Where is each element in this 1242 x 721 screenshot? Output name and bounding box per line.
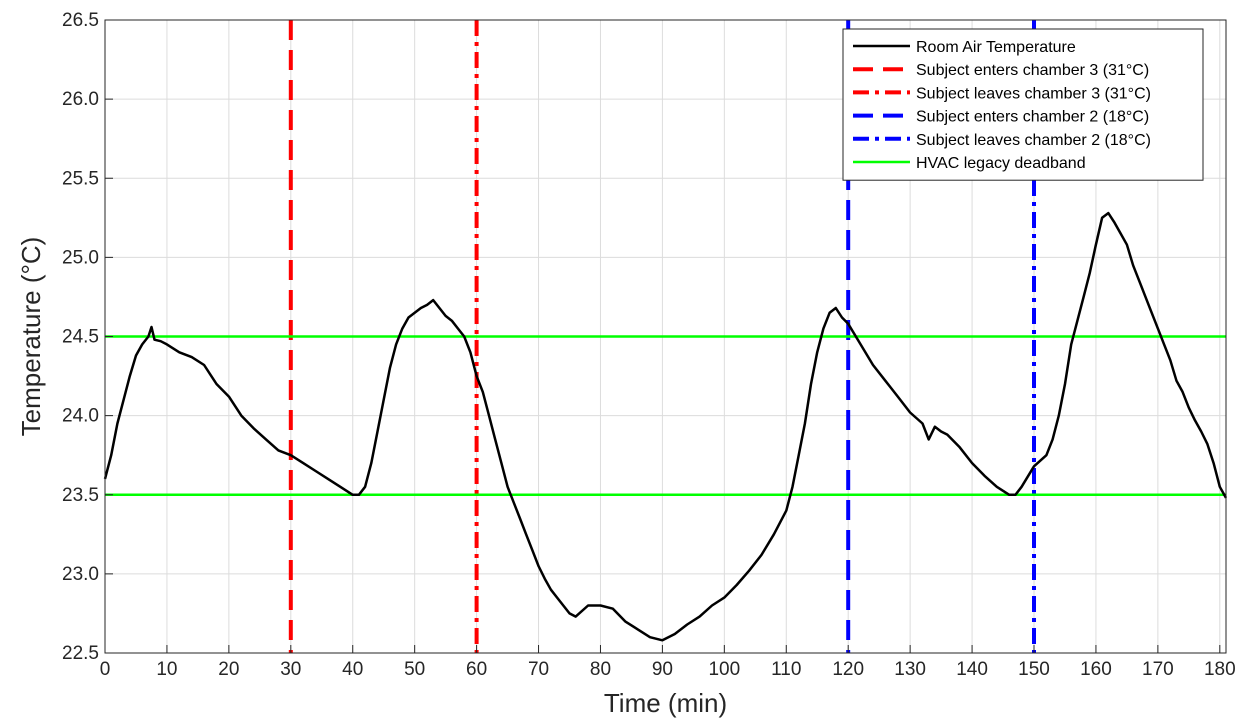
y-tick-label: 23.0 bbox=[62, 564, 99, 585]
legend-label: Subject leaves chamber 3 (31°C) bbox=[916, 85, 1151, 102]
x-tick-label: 100 bbox=[708, 659, 740, 680]
legend-label: Subject enters chamber 3 (31°C) bbox=[916, 62, 1149, 79]
data-series bbox=[103, 211, 1228, 642]
axis-ticks: 0 10 20 30 40 50 60 70 80 90 100 110 120 130 140 150 160… bbox=[62, 10, 1236, 680]
x-axis-label: Time (min) bbox=[604, 688, 727, 718]
y-tick-label: 23.5 bbox=[62, 485, 99, 506]
x-tick-label: 120 bbox=[832, 659, 864, 680]
x-tick-label: 50 bbox=[404, 659, 425, 680]
y-tick-label: 22.5 bbox=[62, 643, 99, 664]
x-tick-label: 10 bbox=[156, 659, 177, 680]
x-tick-label: 80 bbox=[590, 659, 611, 680]
legend: Room Air Temperature Subject enters chamb… bbox=[842, 28, 1204, 181]
y-tick-label: 26.0 bbox=[62, 89, 99, 110]
x-tick-label: 170 bbox=[1142, 659, 1174, 680]
x-tick-label: 150 bbox=[1018, 659, 1050, 680]
y-tick-label: 24.5 bbox=[62, 327, 99, 348]
x-tick-label: 140 bbox=[956, 659, 988, 680]
x-tick-label: 40 bbox=[342, 659, 363, 680]
room-temperature-line bbox=[103, 211, 1228, 642]
x-tick-label: 30 bbox=[280, 659, 301, 680]
x-tick-label: 160 bbox=[1080, 659, 1112, 680]
x-tick-label: 70 bbox=[528, 659, 549, 680]
legend-label: HVAC legacy deadband bbox=[916, 155, 1086, 172]
y-axis-label: Temperature (°C) bbox=[16, 237, 46, 437]
x-tick-label: 110 bbox=[771, 659, 801, 680]
legend-label: Subject leaves chamber 2 (18°C) bbox=[916, 132, 1151, 149]
x-tick-label: 20 bbox=[218, 659, 239, 680]
x-tick-label: 90 bbox=[652, 659, 673, 680]
y-tick-label: 25.0 bbox=[62, 247, 99, 268]
y-tick-label: 25.5 bbox=[62, 168, 99, 189]
x-tick-label: 0 bbox=[100, 659, 111, 680]
x-tick-label: 130 bbox=[894, 659, 926, 680]
x-tick-label: 60 bbox=[466, 659, 487, 680]
y-tick-label: 26.5 bbox=[62, 10, 99, 31]
legend-label: Subject enters chamber 2 (18°C) bbox=[916, 109, 1149, 126]
legend-box bbox=[842, 28, 1204, 181]
x-tick-label: 180 bbox=[1204, 659, 1236, 680]
y-tick-label: 24.0 bbox=[62, 406, 99, 427]
legend-label: Room Air Temperature bbox=[916, 39, 1076, 56]
